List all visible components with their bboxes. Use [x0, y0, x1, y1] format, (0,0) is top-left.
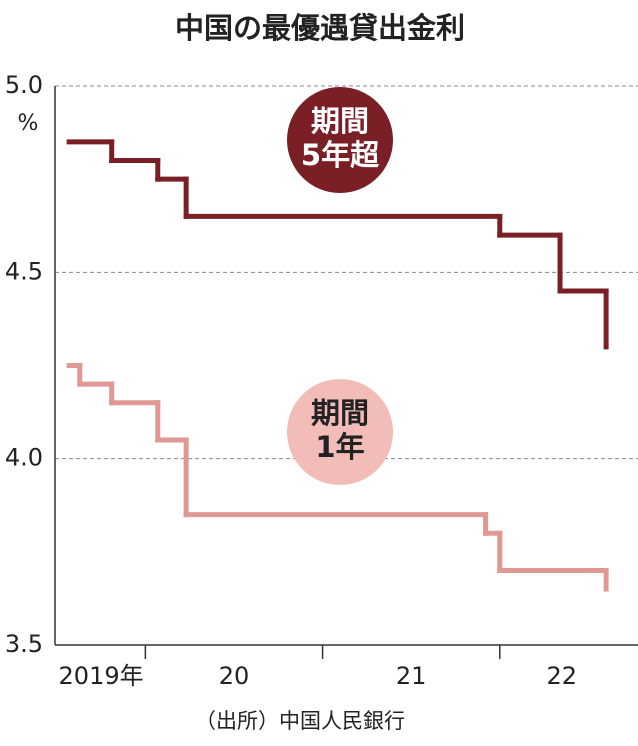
legend-label: 1年: [315, 430, 364, 464]
legend-badge: [287, 87, 393, 193]
chart-title: 中国の最優遇貸出金利: [175, 11, 465, 45]
x-tick-label: 21: [396, 662, 427, 690]
y-tick-label: 5.0: [5, 71, 43, 99]
source: （出所）中国人民銀行: [195, 709, 405, 733]
legend-badge: [287, 379, 393, 485]
legend-label: 期間: [311, 396, 369, 430]
y-tick-label: 4.5: [5, 257, 43, 285]
legend-label: 5年超: [301, 138, 380, 172]
x-tick-label: 22: [547, 662, 578, 690]
y-unit: %: [18, 111, 39, 136]
x-tick-label: 20: [219, 662, 250, 690]
x-tick-label: 2019年: [59, 662, 144, 690]
y-tick-label: 4.0: [5, 444, 43, 472]
legend-label: 期間: [311, 104, 369, 138]
y-tick-label: 3.5: [5, 630, 43, 658]
